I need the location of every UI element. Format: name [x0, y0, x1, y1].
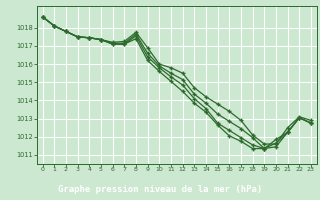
Text: Graphe pression niveau de la mer (hPa): Graphe pression niveau de la mer (hPa)	[58, 185, 262, 194]
